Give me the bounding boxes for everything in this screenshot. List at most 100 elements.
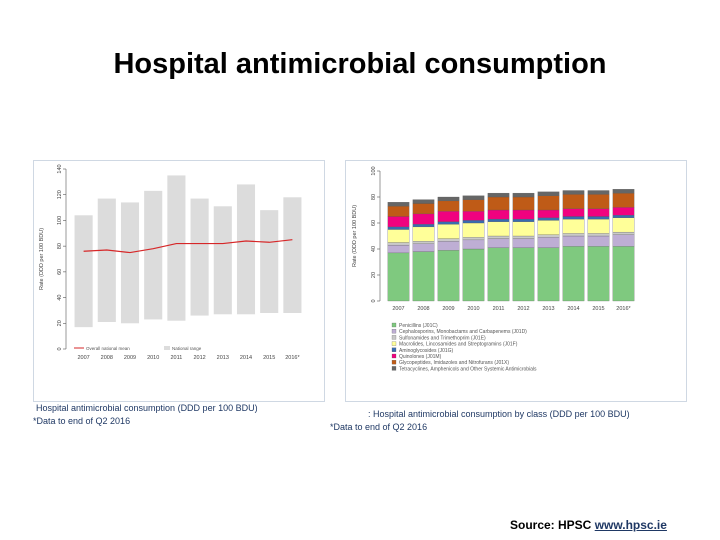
x-tick-label: 2012: [193, 355, 205, 361]
y-tick-label: 60: [371, 220, 377, 226]
y-tick-label: 100: [57, 216, 63, 225]
x-tick-label: 2015: [263, 355, 275, 361]
range-bar: [283, 197, 302, 313]
source-label: Source: HPSC: [510, 518, 595, 532]
stacked-bar-segment: [387, 229, 410, 243]
stacked-bar-segment: [412, 213, 435, 225]
x-tick-label: 2015: [592, 306, 604, 312]
stacked-bar-segment: [412, 203, 435, 215]
legend-swatch: [391, 335, 397, 340]
stacked-bar-segment: [587, 235, 610, 247]
national-consumption-chart: 0 20 40 60 80 100 120 140 Rate (DDD per 100 BDU)…: [33, 160, 325, 402]
x-tick-label: 2014: [567, 306, 579, 312]
x-tick-label: 2013: [542, 306, 554, 312]
stacked-bar-segment: [612, 215, 635, 218]
y-tick-label: 20: [371, 272, 377, 278]
legend-label: Quinolones (J01M): [399, 354, 442, 360]
stacked-bar-segment: [487, 209, 510, 220]
stacked-bar-segment: [537, 247, 560, 302]
x-tick-label: 2010: [147, 355, 159, 361]
stacked-bar-segment: [487, 221, 510, 237]
y-tick-label: 140: [57, 164, 63, 173]
stacked-bar-segment: [562, 246, 585, 302]
stacked-bar-segment: [487, 235, 510, 239]
stacked-bar-segment: [462, 222, 485, 238]
legend-label: Cephalosporins, Monobactams and Carbapen…: [399, 329, 527, 335]
stacked-bar-segment: [462, 237, 485, 241]
stacked-bar-segment: [387, 244, 410, 254]
x-tick-label: 2009: [124, 355, 136, 361]
national-consumption-svg: 0 20 40 60 80 100 120 140 Rate (DDD per 100 BDU)…: [39, 164, 302, 361]
stacked-bar-segment: [437, 221, 460, 225]
stacked-bar-segment: [462, 211, 485, 221]
stacked-bar-segment: [512, 209, 535, 220]
stacked-bar-segment: [537, 234, 560, 238]
stacked-bar-segment: [487, 196, 510, 211]
legend-swatch: [391, 322, 397, 328]
mean-line: [83, 239, 293, 254]
stacked-bar-segment: [587, 233, 610, 237]
stacked-bar-segment: [587, 216, 610, 220]
legend-label: Aminoglycosides (J01G): [399, 348, 454, 354]
stacked-bar-segment: [462, 195, 485, 200]
y-tick-label: 40: [371, 246, 377, 252]
stacked-bar-segment: [387, 205, 410, 217]
y-axis-label: Rate (DDD per 100 BDU): [39, 228, 45, 290]
stacked-bar-segment: [537, 217, 560, 221]
y-tick-label: 120: [57, 190, 63, 199]
x-tick-label: 2011: [493, 306, 505, 312]
stacked-bar-segment: [387, 252, 410, 302]
stacked-bar-segment: [412, 241, 435, 244]
range-bar: [97, 198, 116, 322]
stacked-bar-segment: [587, 218, 610, 234]
y-tick-label: 80: [371, 194, 377, 200]
stacked-bar-segment: [587, 246, 610, 302]
left-chart-note: *Data to end of Q2 2016: [33, 416, 131, 426]
stacked-bar-segment: [537, 191, 560, 196]
x-tick-label: 2009: [442, 306, 454, 312]
source-link[interactable]: www.hpsc.ie: [594, 518, 667, 532]
stacked-bar-segment: [462, 199, 485, 212]
legend-label: Penicillins (J01C): [399, 323, 438, 329]
range-bar: [213, 206, 232, 315]
stacked-bar-segment: [562, 216, 585, 220]
legend-swatch: [391, 353, 397, 359]
stacked-bar-segment: [562, 208, 585, 217]
x-tick-label: 2007: [77, 355, 89, 361]
legend-label: Sulfonamides and Trimethoprim (J01E): [399, 335, 486, 341]
legend-range-label: National range: [172, 346, 202, 351]
stacked-bar-segment: [587, 194, 610, 209]
legend-label: Tetracyclines, Amphenicols and Other Sys…: [399, 366, 537, 372]
x-tick-label: 2014: [240, 355, 252, 361]
range-bar: [74, 215, 93, 328]
right-chart-caption: : Hospital antimicrobial consumption by …: [368, 409, 630, 419]
x-tick-label: 2012: [517, 306, 529, 312]
left-chart-caption: Hospital antimicrobial consumption (DDD …: [36, 403, 258, 413]
stacked-bar-segment: [437, 238, 460, 242]
stacked-bar-segment: [387, 226, 410, 230]
stacked-bar-segment: [512, 247, 535, 302]
stacked-bar-segment: [562, 194, 585, 209]
stacked-bar-segment: [512, 221, 535, 237]
legend-label: Macrolides, Lincosamides and Streptogram…: [399, 342, 518, 348]
stacked-bar-segment: [587, 208, 610, 217]
stacked-bar-segment: [612, 231, 635, 235]
legend-mean-label: Overall national mean: [86, 346, 130, 351]
y-tick-label: 40: [57, 295, 63, 301]
legend-label: Glycopeptides, Imidazoles and Nitrofuran…: [399, 360, 509, 366]
stacked-bar-segment: [562, 235, 585, 247]
stacked-bar-segment: [587, 190, 610, 195]
stacked-bar-segment: [412, 199, 435, 204]
stacked-bar-segment: [512, 192, 535, 198]
range-bar: [167, 175, 186, 321]
source-line: Source: HPSC www.hpsc.ie: [510, 518, 667, 532]
stacked-bar-segment: [387, 216, 410, 228]
right-chart-note: *Data to end of Q2 2016: [330, 422, 428, 432]
x-tick-label: 2016*: [285, 355, 300, 361]
range-bar: [260, 210, 279, 313]
x-tick-label: 2008: [417, 306, 429, 312]
stacked-bar-segment: [562, 233, 585, 237]
stacked-bar-segment: [462, 239, 485, 250]
y-tick-label: 100: [371, 166, 377, 175]
stacked-bar-segment: [537, 209, 560, 218]
